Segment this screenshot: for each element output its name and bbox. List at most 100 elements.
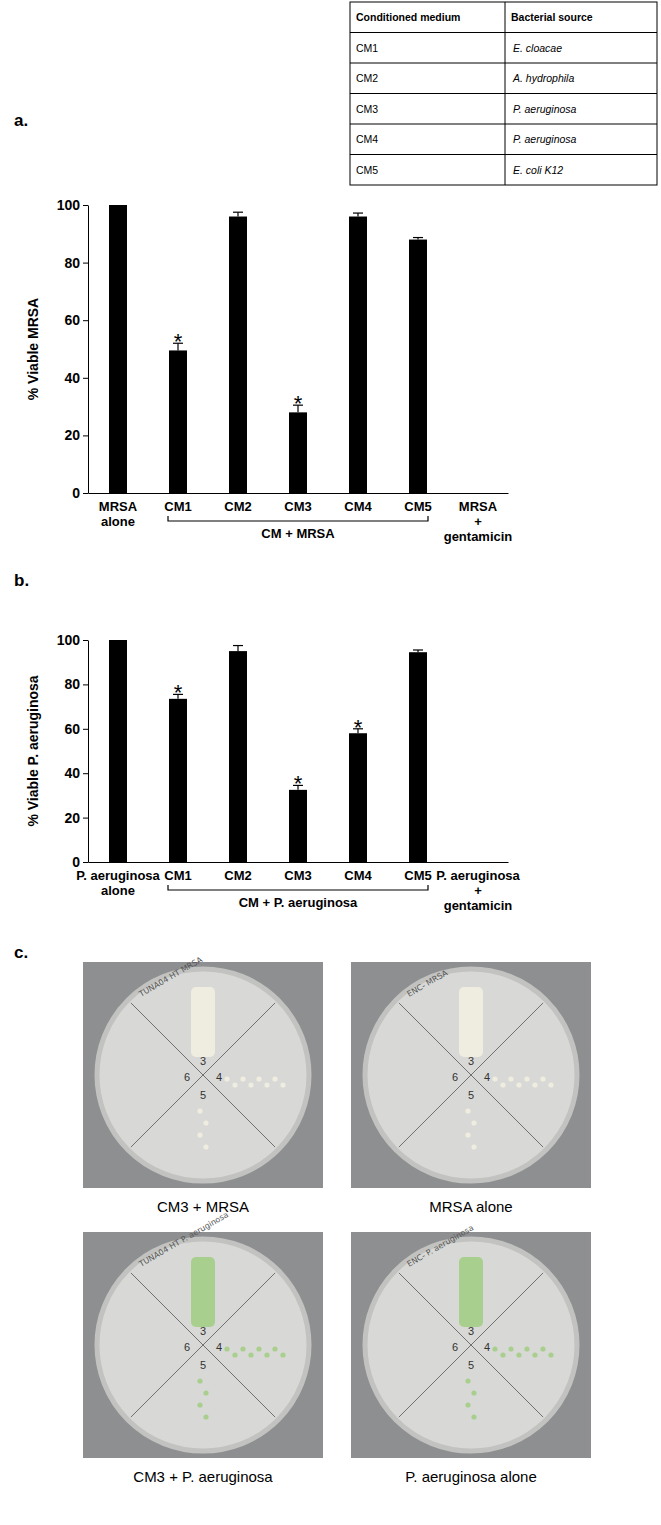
colony bbox=[203, 1120, 208, 1125]
plate-photo: ENC- P. aeruginosa3456 bbox=[351, 1223, 591, 1458]
x-tick-label: CM3 bbox=[284, 868, 311, 883]
sector-number: 3 bbox=[468, 1325, 474, 1337]
sector-line bbox=[203, 1075, 275, 1147]
x-tick-label: P. aeruginosa+gentamicin bbox=[436, 868, 520, 913]
colony bbox=[203, 1390, 208, 1395]
table-cell: CM4 bbox=[356, 133, 378, 145]
table-col-line bbox=[505, 2, 506, 185]
bar bbox=[109, 205, 127, 493]
colony bbox=[240, 1346, 245, 1351]
plate bbox=[97, 969, 309, 1181]
significance-marker: * bbox=[354, 715, 363, 740]
y-tick-label: 0 bbox=[72, 485, 80, 501]
plate-panel: c.TUNA04 HT MRSA3456CM3 + MRSAENC- MRSA3… bbox=[14, 943, 591, 1485]
colony-streak bbox=[191, 987, 215, 1057]
bar bbox=[349, 733, 367, 862]
panel-label: b. bbox=[14, 571, 29, 590]
table-header: Conditioned medium bbox=[356, 11, 460, 23]
colony bbox=[500, 1082, 505, 1087]
error-bar-cap bbox=[413, 237, 423, 238]
colony bbox=[465, 1378, 470, 1383]
colony bbox=[197, 1402, 202, 1407]
y-tick: 100 bbox=[57, 197, 88, 213]
significance-marker: * bbox=[294, 771, 303, 796]
sector-number: 4 bbox=[484, 1341, 490, 1353]
plate-photo: ENC- MRSA3456 bbox=[351, 962, 591, 1188]
y-tick-mark bbox=[83, 684, 88, 685]
colony bbox=[256, 1076, 261, 1081]
error-bar-cap bbox=[233, 212, 243, 213]
y-axis: 020406080100 bbox=[57, 197, 89, 501]
panel-label: a. bbox=[14, 111, 28, 130]
bar bbox=[469, 862, 487, 863]
sector-line bbox=[399, 1345, 471, 1417]
bracket-label: CM + MRSA bbox=[261, 526, 335, 541]
sector-number: 3 bbox=[200, 1325, 206, 1337]
table-header: Bacterial source bbox=[511, 11, 593, 23]
error-bar bbox=[233, 646, 243, 652]
sector-number: 6 bbox=[184, 1341, 190, 1353]
error-bar-cap bbox=[413, 649, 423, 650]
plate-handwriting: TUNA04 HT P. aeruginosa bbox=[137, 1210, 230, 1269]
colony bbox=[524, 1076, 529, 1081]
sector-number: 6 bbox=[452, 1341, 458, 1353]
table-cell: A. hydrophila bbox=[512, 72, 574, 84]
y-tick-label: 60 bbox=[64, 721, 80, 737]
y-tick-label: 20 bbox=[64, 810, 80, 826]
x-tick-label: CM1 bbox=[164, 499, 191, 514]
error-bar bbox=[233, 212, 243, 216]
y-tick: 80 bbox=[64, 255, 88, 271]
y-tick-mark bbox=[83, 818, 88, 819]
x-axis bbox=[89, 493, 509, 494]
colony bbox=[256, 1346, 261, 1351]
x-tick-label: CM2 bbox=[224, 499, 251, 514]
photo-background bbox=[83, 1232, 323, 1458]
y-axis-title: % Viable P. aeruginosa bbox=[25, 675, 41, 826]
y-tick: 60 bbox=[64, 312, 88, 328]
plot-area bbox=[109, 205, 427, 493]
x-tick-label: CM4 bbox=[344, 499, 372, 514]
x-tick-label-line: CM5 bbox=[404, 499, 431, 514]
plot-area bbox=[109, 640, 427, 862]
colony bbox=[224, 1346, 229, 1351]
colony bbox=[492, 1346, 497, 1351]
x-tick-label: CM5 bbox=[404, 868, 431, 883]
colony bbox=[540, 1076, 545, 1081]
y-tick: 40 bbox=[64, 765, 88, 781]
plate-photo: TUNA04 HT P. aeruginosa3456 bbox=[83, 1210, 323, 1458]
x-tick-label-line: CM4 bbox=[344, 868, 372, 883]
photo-background bbox=[351, 962, 591, 1188]
sector-line bbox=[471, 1075, 543, 1147]
plate bbox=[365, 1239, 577, 1451]
colony bbox=[508, 1346, 513, 1351]
x-tick-label-line: CM1 bbox=[164, 868, 191, 883]
colony bbox=[471, 1120, 476, 1125]
table-cell: CM3 bbox=[356, 103, 378, 115]
y-tick-mark bbox=[83, 862, 88, 863]
y-axis: 020406080100 bbox=[57, 632, 89, 870]
colony bbox=[232, 1352, 237, 1357]
plate-caption: CM3 + MRSA bbox=[157, 1198, 249, 1215]
colony bbox=[224, 1076, 229, 1081]
table-cell: P. aeruginosa bbox=[513, 133, 577, 145]
bar bbox=[349, 217, 367, 493]
bracket: CM + P. aeruginosa bbox=[168, 885, 428, 910]
x-tick-label-line: CM3 bbox=[284, 499, 311, 514]
bar bbox=[229, 651, 247, 862]
sector-line bbox=[131, 1075, 203, 1147]
colony bbox=[197, 1378, 202, 1383]
sector-number: 3 bbox=[468, 1055, 474, 1067]
error-bar bbox=[413, 650, 423, 652]
significance-marker: * bbox=[174, 329, 183, 354]
x-tick-label-line: CM2 bbox=[224, 868, 251, 883]
sector-line bbox=[203, 1345, 275, 1417]
colony bbox=[524, 1346, 529, 1351]
photo-background bbox=[83, 962, 323, 1188]
colony bbox=[197, 1108, 202, 1113]
y-tick-mark bbox=[83, 378, 88, 379]
colony bbox=[240, 1076, 245, 1081]
bracket-line bbox=[168, 885, 428, 890]
bar bbox=[169, 350, 187, 493]
bar bbox=[109, 640, 127, 862]
significance-marker: * bbox=[174, 680, 183, 705]
